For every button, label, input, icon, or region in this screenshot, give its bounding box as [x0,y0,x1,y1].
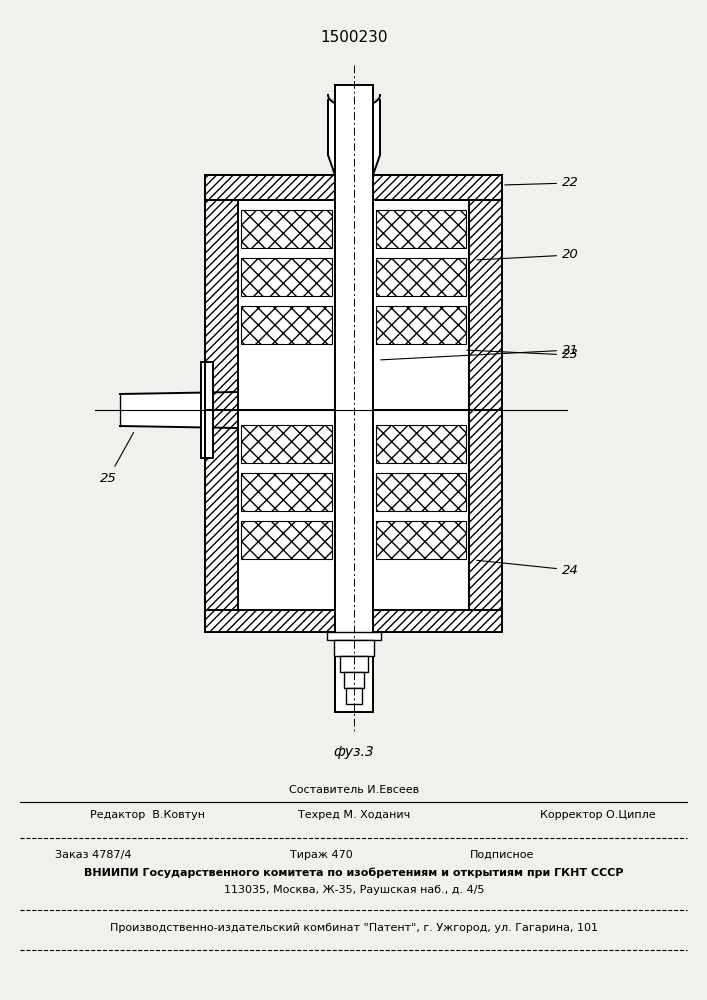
Bar [238,410,469,610]
Bar [469,410,502,610]
Bar [335,85,373,712]
Bar [376,306,466,344]
Bar [241,258,332,296]
Text: 22: 22 [505,176,579,190]
Bar [241,473,332,511]
Text: фуз.3: фуз.3 [334,745,375,759]
Bar [205,610,502,632]
Text: Техред М. Ходанич: Техред М. Ходанич [298,810,410,820]
Bar [205,410,238,610]
Text: 20: 20 [477,248,579,261]
Bar [241,425,332,463]
Text: Корректор О.Ципле: Корректор О.Ципле [540,810,655,820]
Bar [334,640,374,656]
Text: 1500230: 1500230 [320,30,387,45]
Bar [238,410,469,610]
Text: Редактор  В.Ковтун: Редактор В.Ковтун [90,810,205,820]
Bar [241,521,332,559]
Bar [340,656,368,672]
Bar [241,210,332,248]
Bar [238,200,469,410]
Bar [376,258,466,296]
Bar [205,610,502,632]
Bar [201,362,213,458]
Bar [205,175,502,200]
Text: Подписное: Подписное [470,850,534,860]
Bar [205,410,502,610]
Bar [205,200,238,410]
Polygon shape [328,100,354,175]
Bar [238,200,469,410]
Bar [344,672,364,688]
Bar [469,200,502,410]
Bar [469,410,502,610]
Bar [376,425,466,463]
Bar [205,200,502,410]
Bar [376,521,466,559]
Polygon shape [354,100,380,175]
Text: Тираж 470: Тираж 470 [290,850,353,860]
Text: 25: 25 [100,432,134,485]
Polygon shape [120,392,236,428]
Bar [376,210,466,248]
Bar [205,410,238,610]
Bar [376,473,466,511]
Bar [205,200,238,410]
Text: 21: 21 [381,344,579,360]
Text: Составитель И.Евсеев: Составитель И.Евсеев [289,785,419,795]
Text: Заказ 4787/4: Заказ 4787/4 [55,850,132,860]
Bar [241,306,332,344]
Bar [469,200,502,410]
Bar [205,175,502,200]
Bar [327,632,381,640]
Text: ВНИИПИ Государственного комитета по изобретениям и открытиям при ГКНТ СССР: ВНИИПИ Государственного комитета по изоб… [84,868,624,878]
Bar [335,85,373,712]
Bar [346,688,362,704]
Polygon shape [328,95,380,107]
Text: 23: 23 [467,349,579,361]
Text: Производственно-издательский комбинат "Патент", г. Ужгород, ул. Гагарина, 101: Производственно-издательский комбинат "П… [110,923,598,933]
Text: 24: 24 [477,560,579,576]
Text: 113035, Москва, Ж-35, Раушская наб., д. 4/5: 113035, Москва, Ж-35, Раушская наб., д. … [223,885,484,895]
